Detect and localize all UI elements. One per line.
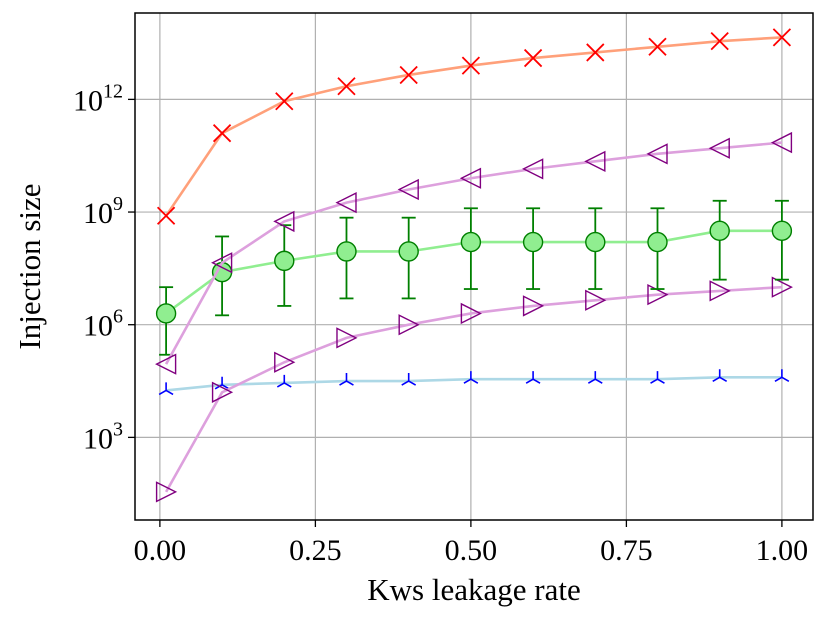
series-right-triangles-line: [164, 285, 782, 493]
tri-marker: [712, 369, 728, 382]
tri-marker: [650, 371, 665, 384]
triangle-left-marker: [335, 192, 357, 214]
x-axis-label: Kws leakage rate: [367, 572, 580, 607]
triangle-right-marker: [522, 295, 545, 317]
circle-marker: [771, 220, 793, 242]
series-circles-with-errorbars: [155, 199, 793, 356]
y-axis-label: Injection size: [12, 183, 47, 349]
series-left-triangles-line: [164, 141, 783, 365]
triangle-left-marker: [708, 137, 730, 159]
y-tick-label: 109: [83, 193, 123, 230]
circle-marker: [398, 241, 419, 262]
series-x-markers: [156, 28, 792, 225]
circle-marker: [155, 303, 177, 324]
x-marker: [523, 48, 543, 68]
x-marker: [648, 37, 667, 56]
circle-marker: [274, 250, 295, 272]
circle-marker: [460, 231, 482, 253]
x-marker: [156, 206, 176, 225]
circle-marker: [709, 220, 730, 242]
triangle-left-marker: [273, 210, 295, 233]
x-tick-label: 0.75: [600, 534, 653, 567]
axis-ticks: 0.00 0.25 0.50 0.75 1.00 103 106 109 1012: [73, 80, 808, 567]
tri-marker: [401, 373, 417, 386]
triangle-right-marker: [155, 481, 178, 503]
tri-marker: [276, 374, 292, 388]
series-x-markers-line: [165, 36, 782, 217]
triangle-left-marker: [584, 150, 606, 172]
triangle-right-marker: [211, 381, 234, 403]
triangle-right-marker: [771, 276, 793, 298]
triangle-left-marker: [459, 167, 482, 189]
triangle-left-marker: [770, 131, 793, 154]
x-tick-label: 0.50: [445, 534, 498, 567]
x-marker: [275, 92, 294, 111]
y-tick-label: 106: [83, 306, 123, 343]
series-left-triangles: [155, 131, 793, 375]
series-layer: [155, 28, 793, 503]
triangle-right-marker: [336, 327, 358, 349]
x-tick-label: 0.25: [289, 534, 342, 567]
triangle-left-marker: [522, 158, 544, 180]
x-marker: [586, 43, 605, 62]
triangle-left-marker: [211, 252, 233, 274]
x-tick-label: 0.00: [134, 534, 187, 567]
tri-marker: [158, 382, 174, 396]
circle-marker: [585, 231, 606, 253]
plot-frame: [134, 12, 814, 521]
y-tick-label: 1012: [73, 80, 123, 117]
x-marker: [212, 124, 232, 143]
tri-marker: [587, 371, 603, 384]
triangle-left-marker: [646, 143, 668, 165]
tri-marker: [463, 371, 479, 384]
grid-lines: [135, 13, 813, 520]
series-tri-markers: [158, 369, 790, 396]
series-right-triangles: [155, 276, 793, 503]
tri-marker: [525, 371, 541, 384]
triangle-right-marker: [709, 280, 731, 302]
triangle-right-marker: [585, 289, 607, 311]
triangle-right-marker: [460, 302, 482, 325]
x-tick-label: 1.00: [756, 534, 809, 567]
triangle-left-marker: [155, 353, 177, 375]
triangle-left-marker: [397, 178, 419, 201]
tri-marker: [774, 369, 790, 382]
circle-marker: [647, 231, 668, 253]
tri-marker: [339, 373, 354, 386]
circle-marker: [336, 241, 357, 262]
x-marker: [461, 56, 481, 75]
circle-marker: [522, 231, 544, 253]
triangle-right-marker: [274, 351, 296, 373]
x-marker: [399, 65, 418, 85]
x-marker: [772, 28, 792, 47]
x-marker: [710, 32, 729, 51]
series-tri-markers-line: [165, 375, 782, 392]
x-marker: [337, 77, 356, 96]
triangle-right-marker: [398, 314, 420, 336]
y-tick-label: 103: [83, 418, 123, 455]
